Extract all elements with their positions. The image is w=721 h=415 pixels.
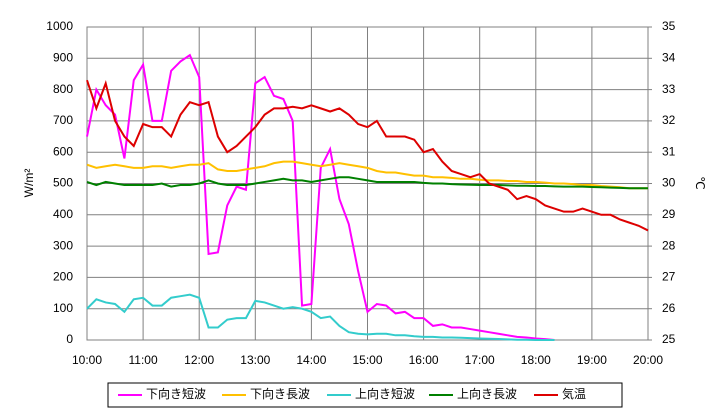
y2-tick-label: 30 <box>662 176 676 190</box>
x-tick-label: 20:00 <box>633 353 663 367</box>
y-tick-label: 300 <box>53 238 73 252</box>
series-line <box>86 79 649 232</box>
legend-label: 上向き長波 <box>457 386 517 401</box>
legend-label: 下向き短波 <box>146 386 206 401</box>
series-line <box>86 293 555 341</box>
y2-tick-label: 25 <box>662 332 676 346</box>
series-line <box>86 176 648 190</box>
y-tick-label: 500 <box>53 176 73 190</box>
y-tick-label: 700 <box>53 113 73 127</box>
y2-tick-label: 29 <box>662 207 676 221</box>
x-tick-label: 14:00 <box>296 353 326 367</box>
y-tick-label: 1000 <box>46 19 73 33</box>
x-tick-label: 12:00 <box>184 353 214 367</box>
x-tick-label: 17:00 <box>465 353 495 367</box>
y2-tick-label: 33 <box>662 82 676 96</box>
y-axis-label: W/m² <box>22 169 36 198</box>
y-tick-label: 400 <box>53 207 73 221</box>
legend-label: 上向き短波 <box>355 386 415 401</box>
x-tick-label: 13:00 <box>240 353 270 367</box>
y-tick-label: 200 <box>53 270 73 284</box>
y-tick-label: 800 <box>53 82 73 96</box>
y2-tick-label: 32 <box>662 113 676 127</box>
y-tick-label: 900 <box>53 50 73 64</box>
x-tick-label: 16:00 <box>409 353 439 367</box>
legend-label: 下向き長波 <box>250 386 310 401</box>
y2-tick-label: 35 <box>662 19 676 33</box>
y2-tick-label: 31 <box>662 144 676 158</box>
legend-label: 気温 <box>562 386 586 401</box>
y-tick-label: 600 <box>53 144 73 158</box>
x-tick-label: 15:00 <box>352 353 382 367</box>
x-tick-label: 11:00 <box>129 353 158 367</box>
x-tick-label: 19:00 <box>577 353 607 367</box>
y2-axis-label: ℃ <box>693 176 707 189</box>
x-tick-label: 10:00 <box>72 353 102 367</box>
x-tick-label: 18:00 <box>521 353 551 367</box>
series-line <box>86 160 648 190</box>
y2-tick-label: 27 <box>662 270 676 284</box>
series-line <box>86 53 555 341</box>
y-tick-label: 0 <box>66 332 73 346</box>
y2-tick-label: 26 <box>662 301 676 315</box>
y-tick-label: 100 <box>53 301 73 315</box>
y2-tick-label: 28 <box>662 238 676 252</box>
y2-tick-label: 34 <box>662 50 676 64</box>
